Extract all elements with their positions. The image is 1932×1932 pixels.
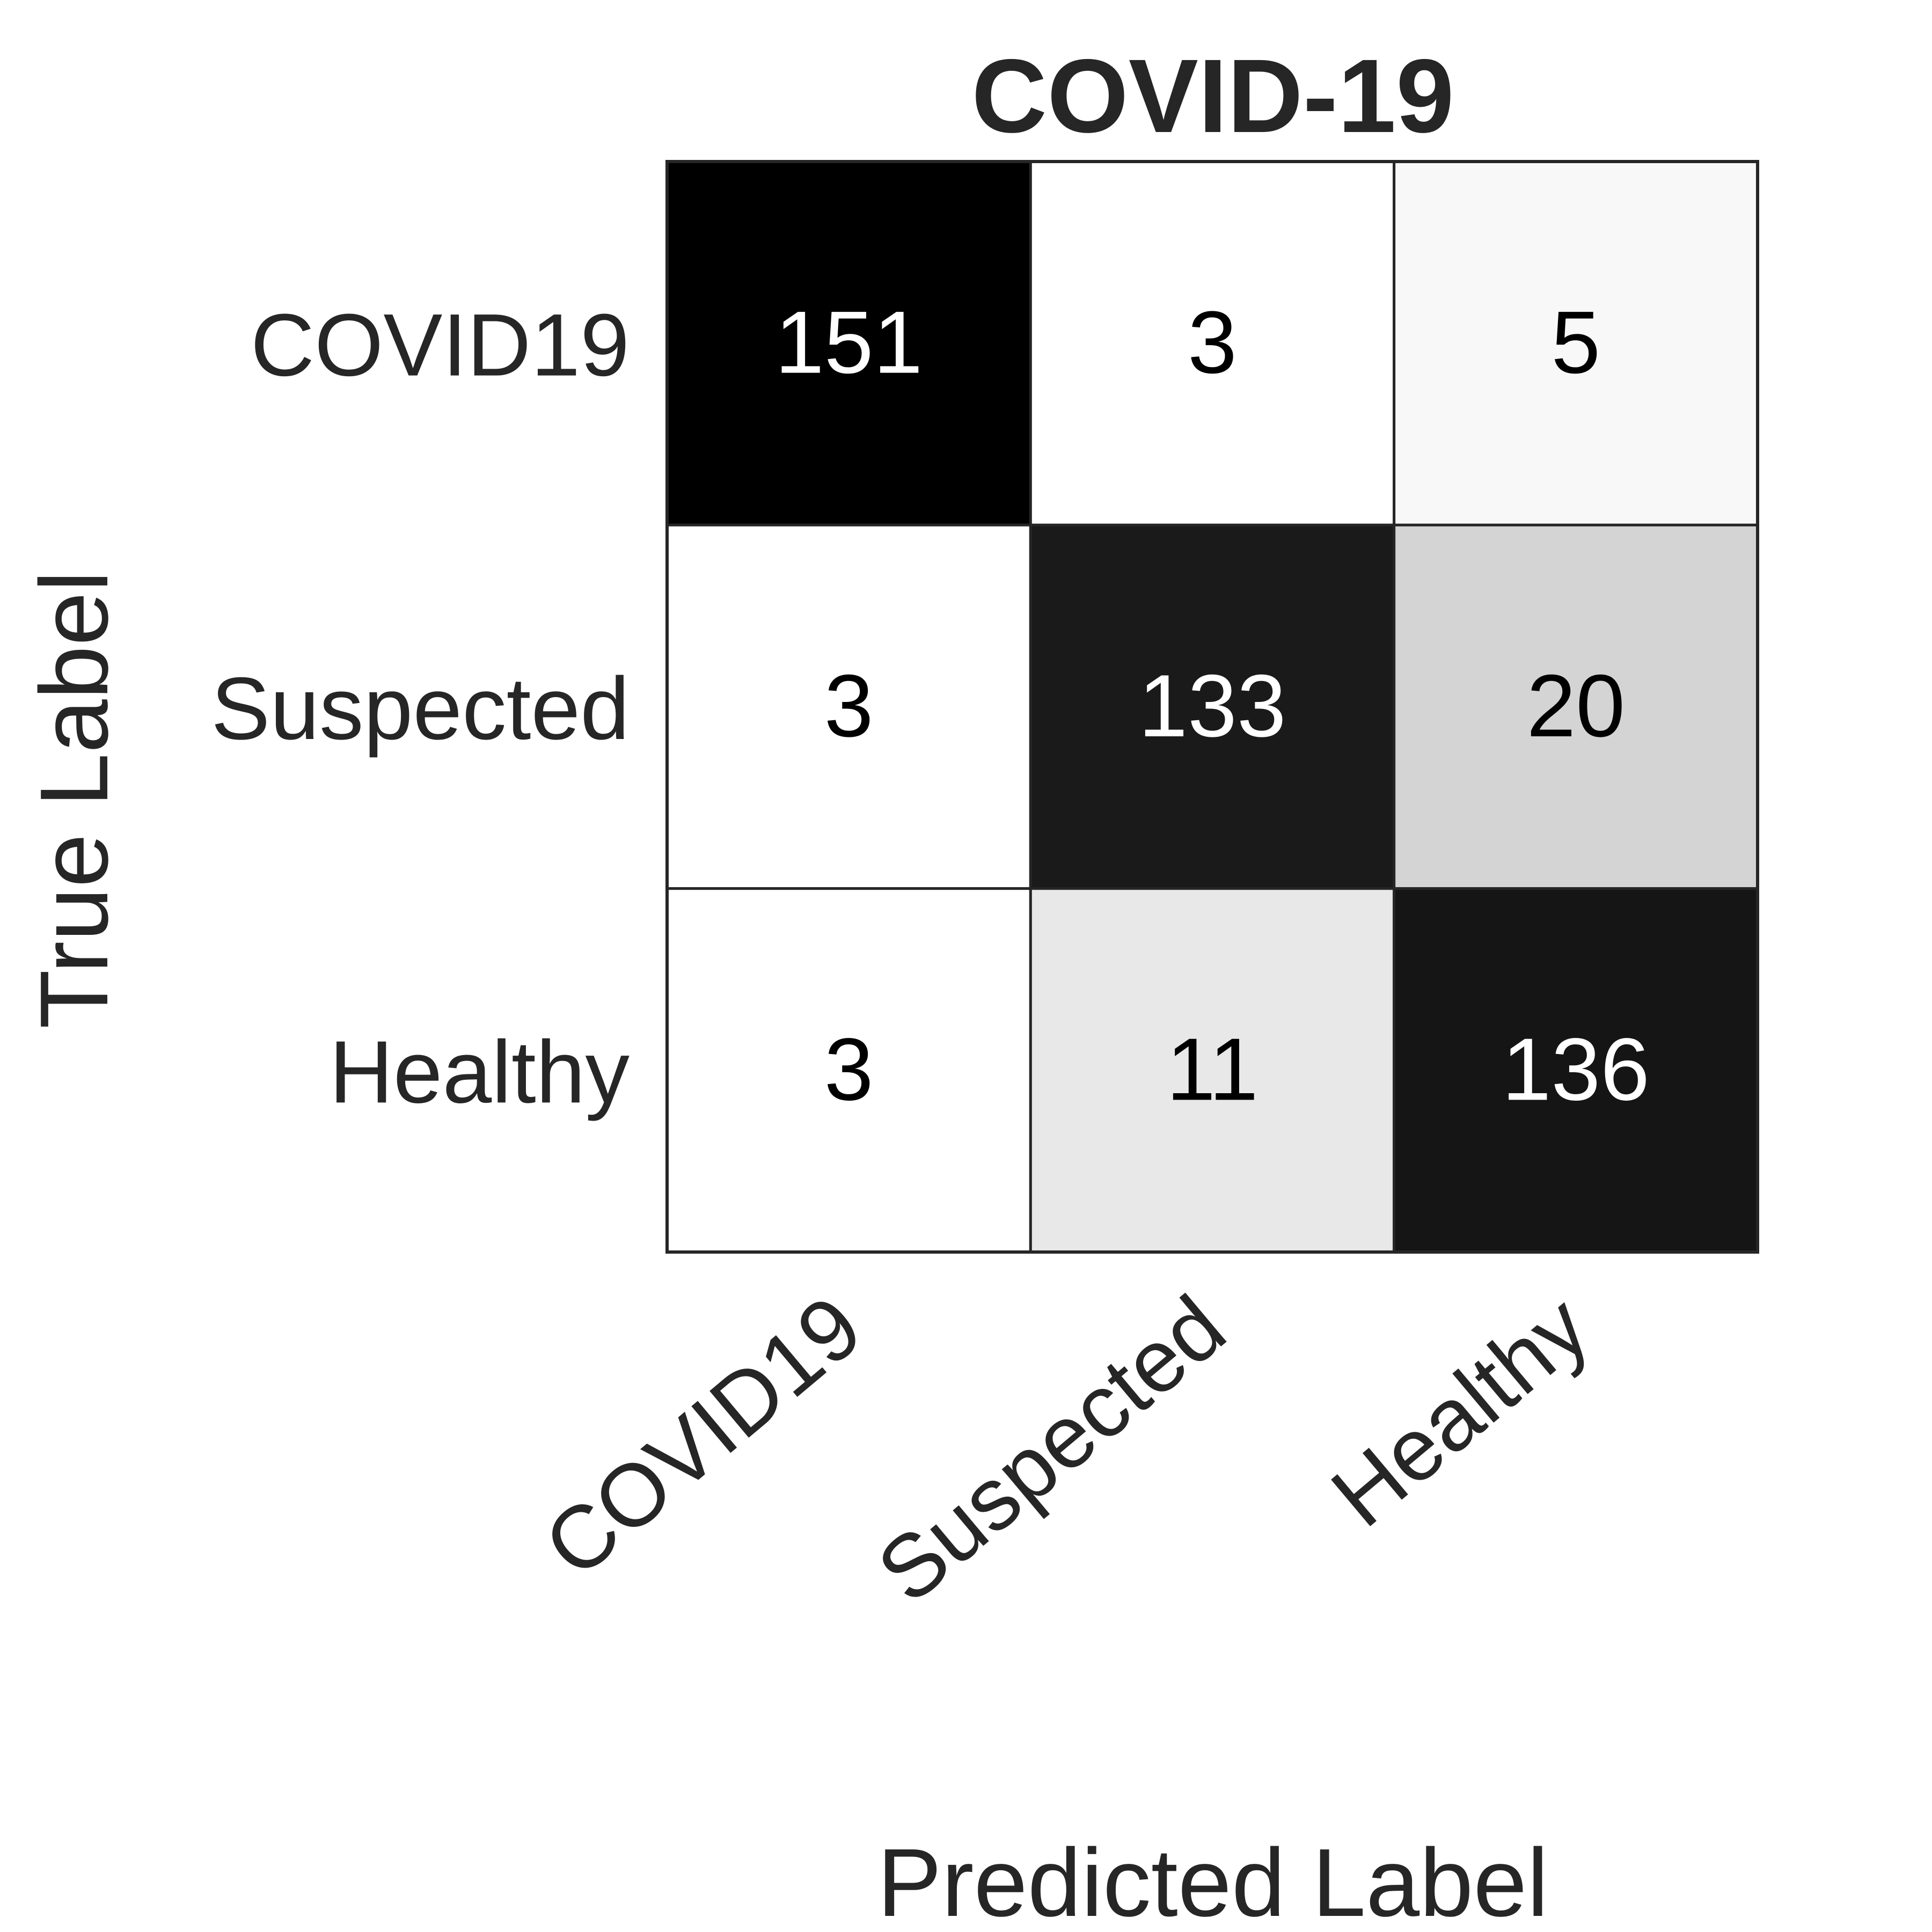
heatmap-cells — [665, 160, 1759, 1254]
heatmap-cell-r2-c1 — [1029, 887, 1396, 1254]
chart-title: COVID-19 — [971, 38, 1454, 155]
heatmap-cell-r1-c0 — [665, 523, 1032, 890]
y-tick-labels: COVID19 Suspected Healthy — [211, 296, 630, 1122]
cell-value-r0-c1: 3 — [1188, 293, 1237, 392]
x-tick-label-1: Suspected — [859, 1277, 1243, 1621]
x-axis-label: Predicted Label — [877, 1829, 1549, 1932]
y-axis-label: True Label — [20, 570, 128, 1029]
cell-value-r2-c1: 11 — [1166, 1020, 1258, 1118]
heatmap-cell-r1-c2 — [1393, 523, 1759, 890]
cell-value-r1-c0: 3 — [824, 656, 874, 755]
cell-value-r0-c2: 5 — [1551, 293, 1600, 392]
cell-value-r2-c2: 136 — [1502, 1020, 1650, 1118]
heatmap-cell-r0-c1 — [1029, 160, 1396, 526]
plot-border — [665, 160, 1759, 1254]
x-tick-label-2: Healthy — [1313, 1277, 1607, 1546]
cell-value-r1-c2: 20 — [1527, 656, 1626, 755]
y-tick-label-0: COVID19 — [251, 296, 630, 394]
cell-value-r1-c1: 133 — [1138, 656, 1286, 755]
cell-value-labels: 151 3 5 3 133 20 3 11 136 — [775, 293, 1650, 1119]
heatmap-cell-r0-c0 — [665, 160, 1032, 526]
cell-value-r2-c0: 3 — [824, 1020, 874, 1118]
cell-value-r0-c0: 151 — [775, 293, 923, 392]
x-tick-label-0: COVID19 — [526, 1277, 880, 1596]
y-tick-label-2: Healthy — [330, 1022, 630, 1121]
y-tick-label-1: Suspected — [211, 659, 630, 758]
heatmap-cell-r1-c1 — [1029, 523, 1396, 890]
